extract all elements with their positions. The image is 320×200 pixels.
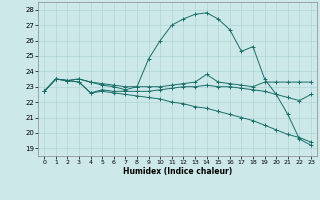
- X-axis label: Humidex (Indice chaleur): Humidex (Indice chaleur): [123, 167, 232, 176]
